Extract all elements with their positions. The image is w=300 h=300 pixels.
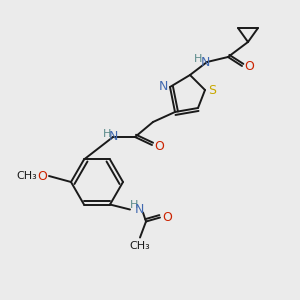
- Text: N: N: [108, 130, 118, 143]
- Text: H: H: [194, 54, 202, 64]
- Text: O: O: [154, 140, 164, 152]
- Text: S: S: [208, 83, 216, 97]
- Text: O: O: [244, 61, 254, 74]
- Text: O: O: [162, 211, 172, 224]
- Text: N: N: [200, 56, 210, 68]
- Text: H: H: [103, 129, 111, 139]
- Text: CH₃: CH₃: [130, 241, 150, 250]
- Text: H: H: [130, 200, 138, 209]
- Text: O: O: [37, 169, 47, 182]
- Text: N: N: [134, 203, 144, 216]
- Text: CH₃: CH₃: [16, 171, 38, 181]
- Text: N: N: [158, 80, 168, 92]
